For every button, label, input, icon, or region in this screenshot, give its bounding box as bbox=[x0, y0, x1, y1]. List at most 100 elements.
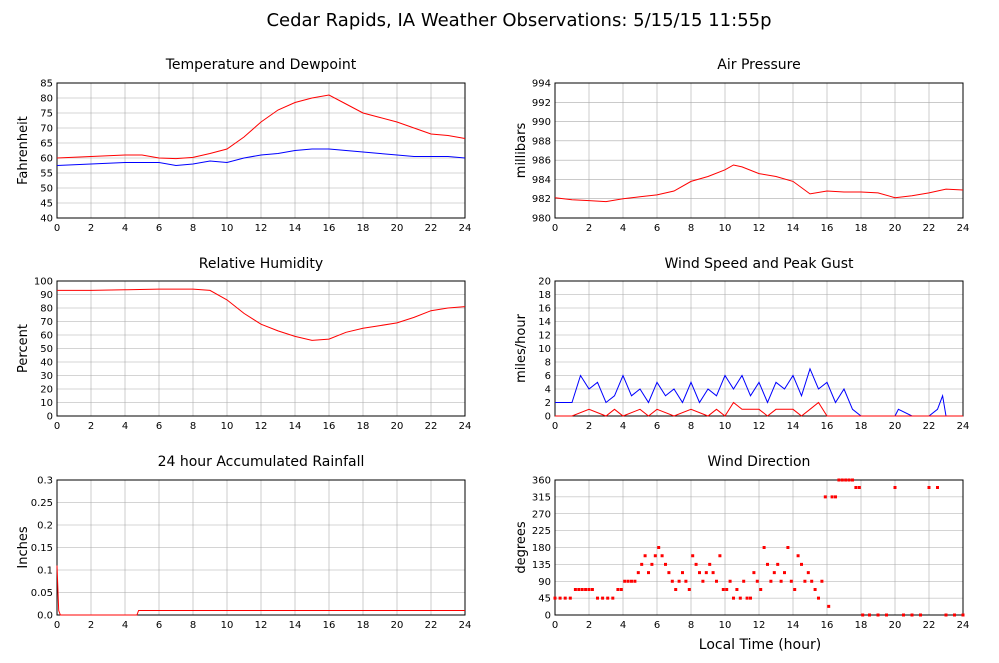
data-point bbox=[806, 571, 810, 575]
x-tick-label: 20 bbox=[391, 223, 404, 234]
x-tick-label: 10 bbox=[221, 421, 234, 432]
x-tick-label: 14 bbox=[289, 620, 302, 631]
data-point bbox=[876, 613, 880, 617]
x-tick-label: 6 bbox=[654, 620, 660, 631]
data-point bbox=[701, 579, 705, 583]
y-tick-label: 10 bbox=[538, 344, 551, 355]
data-point bbox=[755, 579, 759, 583]
rh-ylabel: Percent bbox=[16, 324, 31, 373]
data-point bbox=[885, 613, 888, 617]
x-tick-label: 24 bbox=[957, 223, 970, 234]
data-point bbox=[721, 588, 725, 591]
x-tick-label: 0 bbox=[552, 421, 558, 432]
data-point bbox=[919, 613, 922, 617]
data-point bbox=[902, 613, 905, 617]
x-tick-label: 2 bbox=[586, 421, 592, 432]
x-tick-label: 10 bbox=[221, 620, 234, 631]
data-point bbox=[626, 579, 630, 583]
x-tick-label: 2 bbox=[586, 223, 592, 234]
x-tick-label: 16 bbox=[323, 223, 336, 234]
data-point bbox=[664, 562, 667, 566]
x-tick-label: 4 bbox=[620, 620, 626, 631]
y-tick-label: 80 bbox=[40, 94, 53, 105]
x-tick-label: 2 bbox=[88, 223, 94, 234]
data-point bbox=[601, 596, 605, 600]
rain-series-line-0 bbox=[56, 565, 465, 616]
x-tick-label: 14 bbox=[787, 223, 800, 234]
y-tick-label: 70 bbox=[40, 124, 53, 135]
y-tick-label: 4 bbox=[545, 385, 551, 396]
data-point bbox=[573, 588, 577, 591]
data-point bbox=[596, 596, 599, 600]
x-tick-label: 12 bbox=[753, 421, 766, 432]
x-tick-label: 14 bbox=[289, 223, 302, 234]
x-tick-label: 14 bbox=[787, 421, 800, 432]
y-tick-label: 225 bbox=[532, 526, 551, 537]
y-tick-label: 80 bbox=[40, 304, 53, 315]
x-tick-label: 2 bbox=[586, 620, 592, 631]
data-point bbox=[691, 554, 695, 558]
data-point bbox=[927, 486, 931, 489]
rain-title: 24 hour Accumulated Rainfall bbox=[158, 454, 365, 470]
data-point bbox=[606, 596, 610, 600]
data-point bbox=[584, 588, 588, 591]
x-tick-label: 22 bbox=[425, 620, 438, 631]
temp-series-line-0 bbox=[56, 94, 466, 160]
data-point bbox=[553, 596, 557, 600]
temp-ylabel: Fahrenheit bbox=[16, 116, 31, 185]
y-tick-label: 8 bbox=[545, 358, 551, 369]
data-point bbox=[834, 495, 837, 499]
y-tick-label: 50 bbox=[40, 184, 53, 195]
data-point bbox=[823, 495, 827, 499]
x-tick-label: 18 bbox=[855, 223, 868, 234]
x-tick-label: 22 bbox=[923, 620, 936, 631]
x-tick-label: 16 bbox=[323, 421, 336, 432]
y-tick-label: 6 bbox=[545, 371, 551, 382]
data-point bbox=[868, 613, 871, 617]
y-tick-label: 30 bbox=[40, 371, 53, 382]
x-tick-label: 18 bbox=[357, 223, 370, 234]
data-point bbox=[636, 571, 640, 575]
y-tick-label: 0 bbox=[545, 412, 551, 423]
plot-frame bbox=[56, 82, 466, 219]
data-point bbox=[779, 579, 783, 583]
data-point bbox=[936, 486, 939, 489]
x-tick-label: 6 bbox=[156, 620, 162, 631]
wind-series-line-1 bbox=[555, 401, 963, 417]
x-tick-label: 18 bbox=[357, 620, 370, 631]
wind-title: Wind Speed and Peak Gust bbox=[665, 256, 854, 272]
plot-frame bbox=[554, 479, 964, 616]
data-point bbox=[800, 562, 803, 566]
rh-series-line-0 bbox=[57, 288, 466, 341]
x-tick-label: 0 bbox=[54, 620, 60, 631]
data-point bbox=[844, 478, 848, 482]
x-tick-label: 4 bbox=[122, 223, 128, 234]
y-tick-label: 45 bbox=[538, 594, 551, 605]
x-tick-label: 8 bbox=[190, 223, 196, 234]
y-tick-label: 85 bbox=[40, 79, 53, 90]
data-point bbox=[735, 588, 739, 591]
data-point bbox=[732, 596, 735, 600]
x-tick-label: 12 bbox=[753, 223, 766, 234]
x-tick-label: 20 bbox=[391, 421, 404, 432]
y-tick-label: 315 bbox=[532, 492, 551, 503]
x-tick-label: 2 bbox=[88, 620, 94, 631]
data-point bbox=[944, 613, 948, 617]
data-point bbox=[667, 571, 671, 575]
data-point bbox=[837, 478, 841, 482]
x-tick-label: 16 bbox=[821, 223, 834, 234]
data-point bbox=[851, 478, 854, 482]
x-tick-label: 6 bbox=[156, 421, 162, 432]
x-tick-label: 2 bbox=[88, 421, 94, 432]
data-point bbox=[776, 562, 780, 566]
data-point bbox=[643, 554, 647, 558]
x-tick-label: 10 bbox=[221, 223, 234, 234]
wdir-title: Wind Direction bbox=[708, 454, 811, 470]
plot-frame bbox=[554, 280, 964, 417]
y-tick-label: 988 bbox=[532, 136, 551, 147]
data-point bbox=[762, 546, 766, 549]
